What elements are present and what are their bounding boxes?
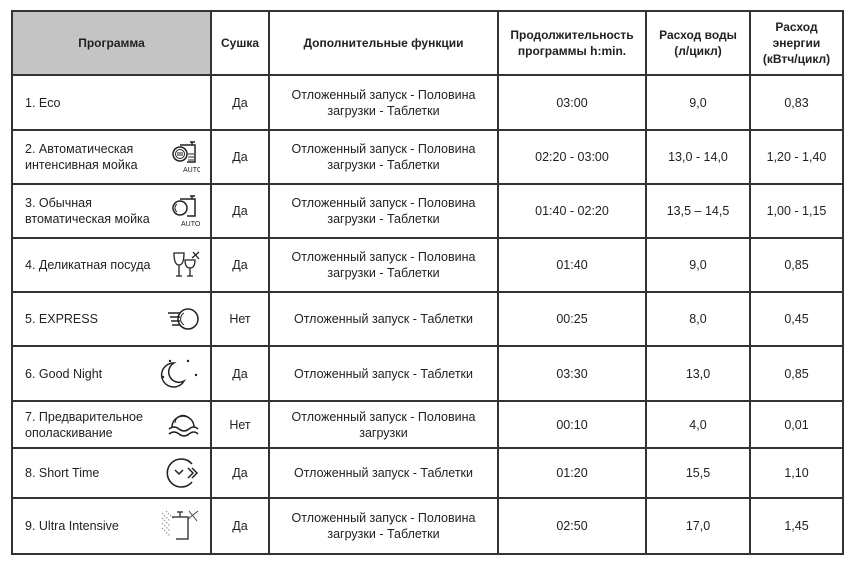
program-name: 9. Ultra Intensive xyxy=(25,519,119,534)
table-row: 6. Good Night Да Отложенный запуск - Таб… xyxy=(11,345,844,402)
functions-cell: Отложенный запуск - Половина загрузки - … xyxy=(268,237,499,293)
program-cell: 4. Деликатная посуда xyxy=(11,237,212,293)
header-functions: Дополнительные функции xyxy=(268,10,499,76)
energy-cell: 1,20 - 1,40 xyxy=(749,129,844,185)
duration-cell: 00:10 xyxy=(497,400,647,449)
drying-cell: Да xyxy=(210,345,270,402)
header-duration: Продолжительность программы h:min. xyxy=(497,10,647,76)
table-row: 8. Short Time Да Отложенный запуск - Таб… xyxy=(11,447,844,499)
program-name: 1. Eco xyxy=(25,95,61,110)
header-water: Расход воды (л/цикл) xyxy=(645,10,751,76)
drying-cell: Да xyxy=(210,129,270,185)
duration-cell: 00:25 xyxy=(497,291,647,347)
express-icon xyxy=(166,306,200,332)
header-drying: Сушка xyxy=(210,10,270,76)
drying-cell: Нет xyxy=(210,400,270,449)
energy-cell: 0,01 xyxy=(749,400,844,449)
glasses-icon xyxy=(172,250,200,280)
svg-text:AUTO: AUTO xyxy=(183,167,200,174)
drying-cell: Да xyxy=(210,497,270,555)
svg-text:AUTO: AUTO xyxy=(181,221,200,228)
duration-cell: 01:20 xyxy=(497,447,647,499)
energy-cell: 1,45 xyxy=(749,497,844,555)
functions-cell: Отложенный запуск - Половина загрузки xyxy=(268,400,499,449)
program-name: 8. Short Time xyxy=(25,466,100,481)
header-program: Программа xyxy=(11,10,212,76)
table-row: 3. Обычная втоматическая мойка AUTO Да От… xyxy=(11,183,844,239)
water-cell: 13,0 - 14,0 xyxy=(645,129,751,185)
functions-cell: Отложенный запуск - Таблетки xyxy=(268,291,499,347)
table-row: 1. Eco Да Отложенный запуск - Половина з… xyxy=(11,74,844,131)
functions-cell: Отложенный запуск - Половина загрузки - … xyxy=(268,129,499,185)
program-name: 7. Предварительное ополаскивание xyxy=(25,409,143,440)
drying-cell: Да xyxy=(210,237,270,293)
program-cell: 9. Ultra Intensive xyxy=(11,497,212,555)
program-name: 4. Деликатная посуда xyxy=(25,258,151,273)
program-cell: 1. Eco xyxy=(11,74,212,131)
moon-icon xyxy=(152,357,200,391)
functions-cell: Отложенный запуск - Половина загрузки - … xyxy=(268,74,499,131)
auto-normal-icon: AUTO xyxy=(170,194,200,228)
short-time-icon xyxy=(164,456,200,490)
water-cell: 8,0 xyxy=(645,291,751,347)
program-cell: 7. Предварительное ополаскивание xyxy=(11,400,212,449)
table-row: 9. Ultra Intensive Да Отложенный запуск … xyxy=(11,497,844,555)
table-row: 4. Деликатная посуда Да Отложенный запус… xyxy=(11,237,844,293)
header-energy: Расход энергии (кВтч/цикл) xyxy=(749,10,844,76)
duration-cell: 03:00 xyxy=(497,74,647,131)
auto-intensive-icon: AUTO xyxy=(170,140,200,174)
duration-cell: 02:50 xyxy=(497,497,647,555)
functions-cell: Отложенный запуск - Таблетки xyxy=(268,447,499,499)
energy-cell: 0,85 xyxy=(749,345,844,402)
prewash-icon xyxy=(166,410,200,440)
program-cell: 2. Автоматическая интенсивная мойка AUTO xyxy=(11,129,212,185)
energy-cell: 0,83 xyxy=(749,74,844,131)
functions-cell: Отложенный запуск - Половина загрузки - … xyxy=(268,183,499,239)
table-row: 2. Автоматическая интенсивная мойка AUTO … xyxy=(11,129,844,185)
ultra-intensive-icon xyxy=(160,509,200,543)
drying-cell: Да xyxy=(210,74,270,131)
program-name: 2. Автоматическая интенсивная мойка xyxy=(25,142,138,172)
water-cell: 9,0 xyxy=(645,237,751,293)
program-cell: 6. Good Night xyxy=(11,345,212,402)
drying-cell: Да xyxy=(210,447,270,499)
drying-cell: Да xyxy=(210,183,270,239)
energy-cell: 0,85 xyxy=(749,237,844,293)
program-cell: 3. Обычная втоматическая мойка AUTO xyxy=(11,183,212,239)
duration-cell: 03:30 xyxy=(497,345,647,402)
duration-cell: 02:20 - 03:00 xyxy=(497,129,647,185)
water-cell: 9,0 xyxy=(645,74,751,131)
header-row: Программа Сушка Дополнительные функции П… xyxy=(11,10,844,76)
energy-cell: 1,10 xyxy=(749,447,844,499)
water-cell: 15,5 xyxy=(645,447,751,499)
program-cell: 8. Short Time xyxy=(11,447,212,499)
duration-cell: 01:40 xyxy=(497,237,647,293)
energy-cell: 1,00 - 1,15 xyxy=(749,183,844,239)
water-cell: 13,0 xyxy=(645,345,751,402)
functions-cell: Отложенный запуск - Таблетки xyxy=(268,345,499,402)
water-cell: 13,5 – 14,5 xyxy=(645,183,751,239)
table-row: 7. Предварительное ополаскивание Нет Отл… xyxy=(11,400,844,449)
programs-table: Программа Сушка Дополнительные функции П… xyxy=(11,10,844,555)
program-name: 6. Good Night xyxy=(25,366,103,381)
energy-cell: 0,45 xyxy=(749,291,844,347)
water-cell: 4,0 xyxy=(645,400,751,449)
program-name: 3. Обычная втоматическая мойка xyxy=(25,196,150,226)
drying-cell: Нет xyxy=(210,291,270,347)
program-name: 5. EXPRESS xyxy=(25,312,98,327)
duration-cell: 01:40 - 02:20 xyxy=(497,183,647,239)
program-cell: 5. EXPRESS xyxy=(11,291,212,347)
water-cell: 17,0 xyxy=(645,497,751,555)
table-row: 5. EXPRESS Нет Отложенный запуск - Табле… xyxy=(11,291,844,347)
functions-cell: Отложенный запуск - Половина загрузки - … xyxy=(268,497,499,555)
